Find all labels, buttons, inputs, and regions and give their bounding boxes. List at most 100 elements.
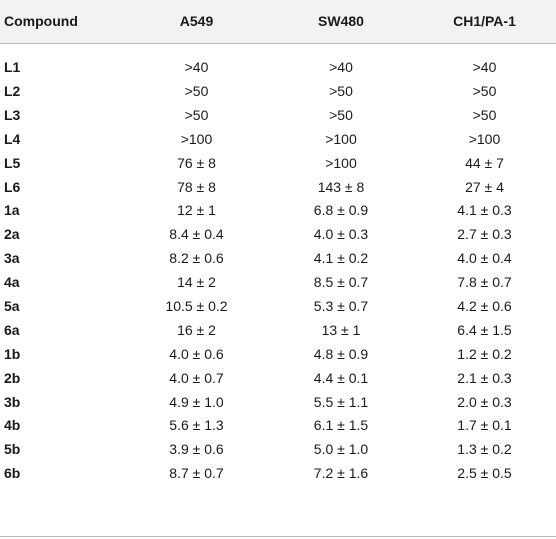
compound-cell: 4a — [4, 274, 20, 291]
table-header: Compound A549 SW480 CH1/PA-1 — [0, 0, 556, 44]
cytotoxicity-table: Compound A549 SW480 CH1/PA-1 L1 >40 >40 >40… — [0, 0, 556, 485]
value-cell: >40 — [329, 59, 353, 76]
table-row: L5 76 ± 8 >100 44 ± 7 — [0, 151, 556, 175]
table-row: 2a 8.4 ± 0.4 4.0 ± 0.3 2.7 ± 0.3 — [0, 222, 556, 246]
value-cell: 10.5 ± 0.2 — [165, 297, 228, 314]
value-cell: 8.7 ± 0.7 — [169, 465, 224, 482]
value-cell: >50 — [329, 82, 353, 99]
value-cell: 4.0 ± 0.4 — [457, 250, 512, 267]
value-cell: 6.8 ± 0.9 — [313, 202, 369, 219]
compound-cell: 4b — [4, 417, 21, 434]
table-row: 5b 3.9 ± 0.6 5.0 ± 1.0 1.3 ± 0.2 — [0, 437, 556, 461]
value-cell: 14 ± 2 — [177, 274, 216, 291]
value-cell: 8.2 ± 0.6 — [169, 250, 224, 267]
value-cell: 2.1 ± 0.3 — [457, 369, 512, 386]
compound-cell: L4 — [4, 130, 21, 147]
compound-cell: L6 — [4, 178, 21, 195]
value-cell: 4.0 ± 0.6 — [169, 345, 224, 362]
value-cell: 76 ± 8 — [177, 154, 216, 171]
value-cell: 1.7 ± 0.1 — [457, 417, 512, 434]
value-cell: 1.2 ± 0.2 — [457, 345, 512, 362]
table-row: 4a 14 ± 2 8.5 ± 0.7 7.8 ± 0.7 — [0, 270, 556, 294]
compound-cell: L1 — [4, 59, 21, 76]
compound-cell: 6b — [4, 465, 21, 482]
compound-cell: L2 — [4, 82, 21, 99]
header-sw480: SW480 — [269, 0, 413, 44]
compound-cell: 6a — [4, 321, 20, 338]
compound-cell: L5 — [4, 154, 21, 171]
value-cell: >100 — [468, 130, 501, 147]
value-cell: >50 — [329, 106, 353, 123]
compound-cell: 1a — [4, 202, 20, 219]
value-cell: 78 ± 8 — [177, 178, 216, 195]
value-cell: 13 ± 1 — [321, 321, 361, 338]
value-cell: 3.9 ± 0.6 — [169, 441, 224, 458]
value-cell: 4.8 ± 0.9 — [313, 345, 369, 362]
value-cell: 7.8 ± 0.7 — [457, 274, 512, 291]
value-cell: >50 — [472, 106, 497, 123]
table-row: L4 >100 >100 >100 — [0, 127, 556, 151]
value-cell: 1.3 ± 0.2 — [457, 441, 512, 458]
table-row: 2b 4.0 ± 0.7 4.4 ± 0.1 2.1 ± 0.3 — [0, 366, 556, 390]
value-cell: 5.5 ± 1.1 — [313, 393, 369, 410]
value-cell: 6.4 ± 1.5 — [457, 321, 512, 338]
header-row: Compound A549 SW480 CH1/PA-1 — [0, 0, 556, 44]
table-row: 5a 10.5 ± 0.2 5.3 ± 0.7 4.2 ± 0.6 — [0, 294, 556, 318]
value-cell: 5.3 ± 0.7 — [313, 297, 369, 314]
value-cell: >40 — [184, 59, 209, 76]
compound-cell: 2b — [4, 369, 21, 386]
value-cell: 4.1 ± 0.3 — [457, 202, 512, 219]
table-row: 3b 4.9 ± 1.0 5.5 ± 1.1 2.0 ± 0.3 — [0, 390, 556, 414]
table-row: 1a 12 ± 1 6.8 ± 0.9 4.1 ± 0.3 — [0, 198, 556, 222]
value-cell: 143 ± 8 — [317, 178, 365, 195]
compound-cell: 1b — [4, 345, 21, 362]
value-cell: 7.2 ± 1.6 — [313, 465, 369, 482]
value-cell: 2.5 ± 0.5 — [457, 465, 512, 482]
compound-cell: 5b — [4, 441, 21, 458]
header-ch1-pa1: CH1/PA-1 — [413, 0, 556, 44]
value-cell: >100 — [325, 130, 357, 147]
table-row: L1 >40 >40 >40 — [0, 43, 556, 79]
table-row: 6a 16 ± 2 13 ± 1 6.4 ± 1.5 — [0, 318, 556, 342]
table-row: L2 >50 >50 >50 — [0, 79, 556, 103]
table-row: 3a 8.2 ± 0.6 4.1 ± 0.2 4.0 ± 0.4 — [0, 246, 556, 270]
table-row: L3 >50 >50 >50 — [0, 103, 556, 127]
value-cell: 8.4 ± 0.4 — [169, 226, 224, 243]
value-cell: >40 — [472, 59, 497, 76]
value-cell: 27 ± 4 — [465, 178, 504, 195]
value-cell: 44 ± 7 — [465, 154, 504, 171]
compound-cell: 2a — [4, 226, 20, 243]
value-cell: >100 — [180, 130, 213, 147]
header-compound: Compound — [0, 0, 124, 44]
value-cell: 12 ± 1 — [177, 202, 216, 219]
value-cell: 2.7 ± 0.3 — [457, 226, 512, 243]
value-cell: 4.4 ± 0.1 — [313, 369, 369, 386]
value-cell: 4.2 ± 0.6 — [457, 297, 512, 314]
table-row: L6 78 ± 8 143 ± 8 27 ± 4 — [0, 175, 556, 199]
table-bottom-rule — [0, 536, 556, 537]
compound-cell: 3a — [4, 250, 20, 267]
value-cell: 4.0 ± 0.7 — [169, 369, 224, 386]
value-cell: >50 — [184, 106, 209, 123]
compound-cell: 3b — [4, 393, 21, 410]
value-cell: >50 — [184, 82, 209, 99]
value-cell: 4.9 ± 1.0 — [169, 393, 224, 410]
value-cell: 4.0 ± 0.3 — [313, 226, 369, 243]
table-row: 6b 8.7 ± 0.7 7.2 ± 1.6 2.5 ± 0.5 — [0, 461, 556, 485]
value-cell: >50 — [472, 82, 497, 99]
value-cell: 5.0 ± 1.0 — [313, 441, 369, 458]
value-cell: 5.6 ± 1.3 — [169, 417, 224, 434]
value-cell: 4.1 ± 0.2 — [313, 250, 369, 267]
value-cell: 8.5 ± 0.7 — [313, 274, 369, 291]
value-cell: >100 — [325, 154, 357, 171]
value-cell: 6.1 ± 1.5 — [313, 417, 369, 434]
table-row: 4b 5.6 ± 1.3 6.1 ± 1.5 1.7 ± 0.1 — [0, 413, 556, 437]
table-body: L1 >40 >40 >40 L2 >50 >50 >50 L3 >50 >50 >50 L4 >100 >… — [0, 43, 556, 485]
table-row: 1b 4.0 ± 0.6 4.8 ± 0.9 1.2 ± 0.2 — [0, 342, 556, 366]
compound-cell: L3 — [4, 106, 21, 123]
header-a549: A549 — [124, 0, 269, 44]
value-cell: 16 ± 2 — [177, 321, 216, 338]
compound-cell: 5a — [4, 297, 20, 314]
value-cell: 2.0 ± 0.3 — [457, 393, 512, 410]
